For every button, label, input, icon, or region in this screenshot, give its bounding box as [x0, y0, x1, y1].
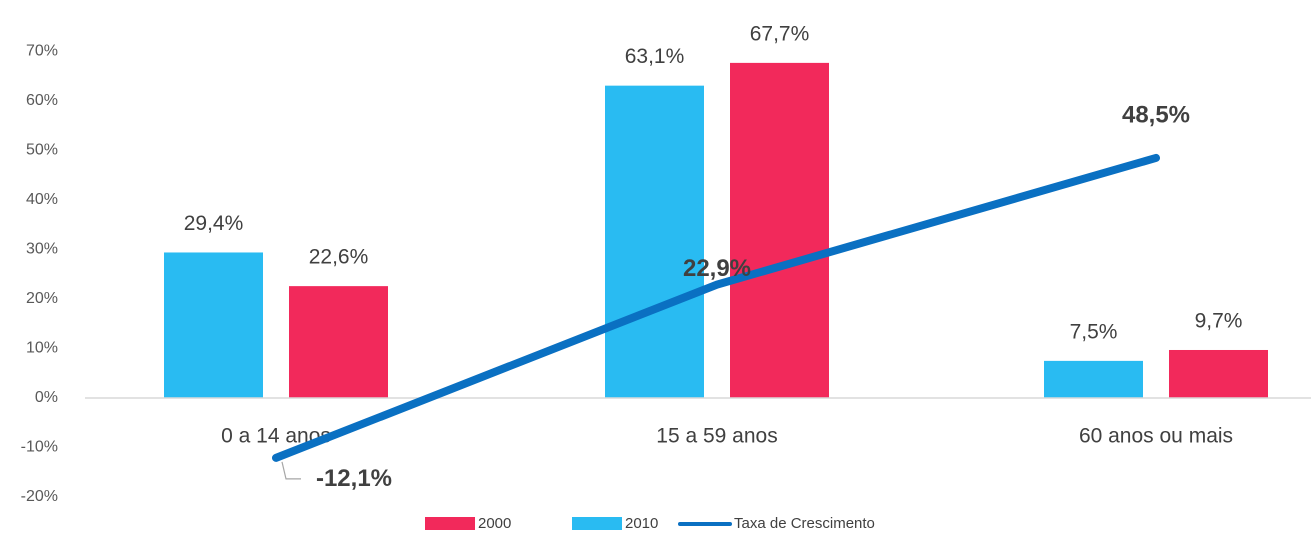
- growth-line-path: [272, 153, 1160, 462]
- legend: 2000 2010 Taxa de Crescimento: [425, 515, 875, 532]
- y-tick-label: 60%: [26, 92, 58, 109]
- y-tick-label: 10%: [26, 340, 58, 357]
- bar-label: 7,5%: [1070, 320, 1118, 343]
- legend-swatch-2000: [425, 517, 475, 530]
- y-tick-label: 0%: [35, 389, 58, 406]
- y-tick-label: -10%: [21, 439, 58, 456]
- bar-2000-2: [1169, 349, 1268, 398]
- growth-label: -12,1%: [316, 465, 392, 492]
- bar-2010-1: [605, 85, 704, 398]
- legend-label: 2000: [478, 515, 511, 532]
- x-tick-label: 0 a 14 anos: [221, 425, 331, 448]
- x-tick-label: 60 anos ou mais: [1079, 425, 1233, 448]
- bar-label: 67,7%: [750, 22, 810, 45]
- bar-data-labels: 29,4% 63,1% 7,5% 22,6% 67,7% 9,7%: [184, 22, 1243, 343]
- legend-label: Taxa de Crescimento: [734, 515, 875, 532]
- bar-label: 63,1%: [625, 45, 685, 68]
- bar-2010-0: [164, 252, 263, 398]
- growth-label: 22,9%: [683, 255, 751, 282]
- y-tick-label: 70%: [26, 43, 58, 60]
- growth-line: [272, 153, 1160, 462]
- bars: [164, 62, 1268, 398]
- y-tick-label: 40%: [26, 191, 58, 208]
- label-leader-line: [281, 461, 301, 480]
- y-tick-label: -20%: [21, 488, 58, 505]
- bar-label: 29,4%: [184, 212, 244, 235]
- x-tick-label: 15 a 59 anos: [656, 425, 777, 448]
- growth-line-labels: -12,1% 22,9% 48,5%: [281, 101, 1190, 492]
- y-tick-label: 30%: [26, 241, 58, 258]
- y-axis-ticks: -20% -10% 0% 10% 20% 30% 40% 50% 60% 70%: [21, 43, 58, 506]
- y-tick-label: 50%: [26, 142, 58, 159]
- y-tick-label: 20%: [26, 290, 58, 307]
- legend-swatch-2010: [572, 517, 622, 530]
- bar-2010-2: [1044, 360, 1143, 398]
- growth-label: 48,5%: [1122, 101, 1190, 128]
- bar-2000-1: [730, 62, 829, 398]
- bar-label: 9,7%: [1195, 310, 1243, 333]
- bar-2000-0: [289, 286, 388, 398]
- x-axis-ticks: 0 a 14 anos 15 a 59 anos 60 anos ou mais: [221, 425, 1233, 448]
- bar-label: 22,6%: [309, 246, 369, 269]
- legend-label: 2010: [625, 515, 658, 532]
